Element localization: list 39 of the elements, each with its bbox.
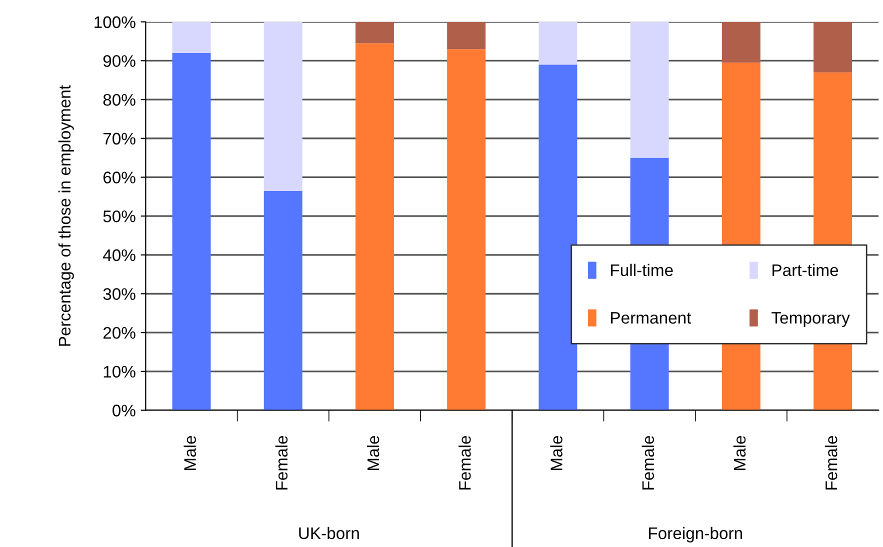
legend-label: Full-time (611, 264, 673, 276)
bar (538, 64, 578, 410)
legend-label: Permanent (611, 312, 692, 324)
y-tick-label: 20% (103, 326, 136, 339)
y-tick-label: 50% (103, 210, 136, 222)
y-axis-title: Percentage of those in employment (58, 85, 74, 346)
bar (264, 22, 302, 191)
x-tick-label: Female (275, 436, 288, 490)
bar (630, 22, 669, 158)
text: Foreign-born (649, 526, 742, 542)
bar (264, 190, 302, 410)
x-tick-label: Male (733, 436, 746, 470)
x-tick-label: Female (642, 436, 654, 490)
y-tick-label: 100% (94, 16, 136, 28)
x-tick-label: Female (825, 436, 838, 490)
text: UK-born (299, 526, 359, 540)
y-tick-label: 0% (112, 404, 136, 416)
y-tick-label: 40% (103, 249, 136, 262)
x-tick-label: Male (366, 436, 380, 470)
bar (722, 22, 760, 63)
bar (355, 22, 394, 44)
y-tick-label: 90% (103, 55, 136, 67)
bar (172, 52, 211, 410)
y-tick-label: 10% (104, 366, 136, 378)
x-tick-label: Female (458, 436, 471, 490)
y-tick-label: 70% (103, 132, 136, 145)
bar (172, 22, 211, 53)
legend-label: Part-time (772, 264, 838, 276)
y-tick-label: 60% (103, 172, 136, 184)
bar (814, 22, 852, 72)
bar (447, 49, 486, 410)
legend-label: Temporary (772, 312, 850, 327)
x-tick-label: Male (184, 436, 196, 470)
y-tick-label: 30% (103, 288, 136, 300)
bar (447, 22, 486, 50)
bar (355, 43, 394, 410)
bar (538, 22, 578, 65)
x-tick-label: Male (550, 436, 562, 470)
y-tick-label: 80% (103, 94, 136, 106)
